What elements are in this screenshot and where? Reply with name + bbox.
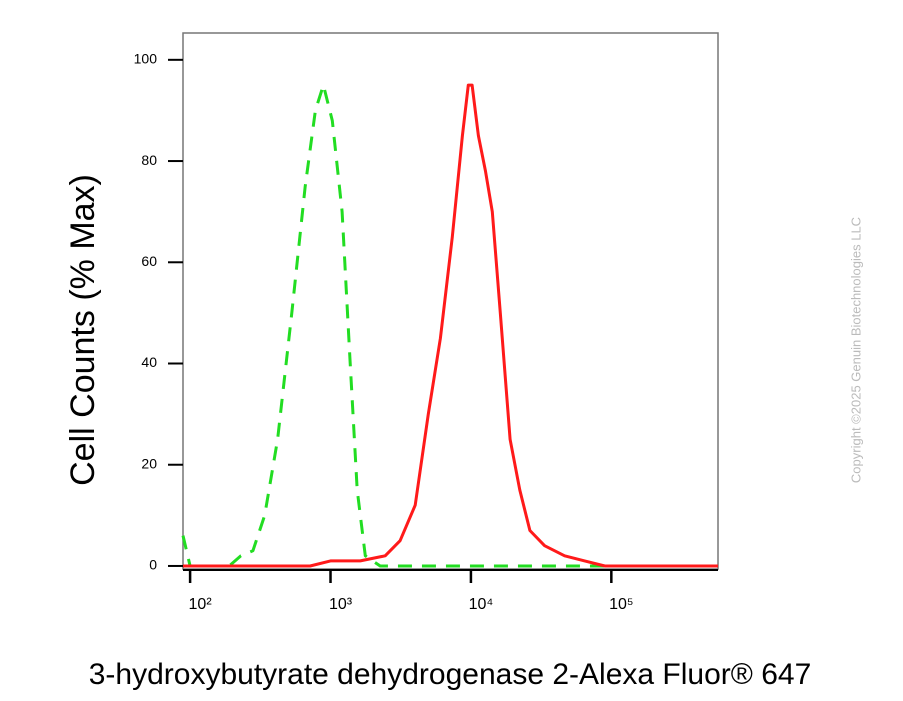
x-tick-label: 10⁴: [469, 596, 494, 613]
y-axis-label: Cell Counts (% Max): [64, 174, 102, 486]
x-tick-label: 10²: [189, 596, 213, 613]
y-tick-label: 0: [149, 557, 157, 573]
x-axis-label: 3-hydroxybutyrate dehydrogenase 2-Alexa …: [89, 658, 812, 691]
y-tick-label: 80: [141, 152, 157, 168]
y-tick-label: 40: [141, 354, 157, 370]
x-tick-label: 10³: [329, 596, 353, 613]
histogram-line: [183, 83, 718, 568]
y-tick-label: 100: [134, 51, 158, 67]
x-tick-label: 10⁵: [609, 596, 633, 613]
y-tick-label: 60: [141, 253, 157, 269]
histogram-line: [181, 83, 718, 568]
plot-frame: [182, 32, 719, 570]
copyright: Copyright ©2025 Genuin Biotechnologies L…: [848, 217, 863, 483]
y-tick-label: 20: [141, 455, 157, 471]
